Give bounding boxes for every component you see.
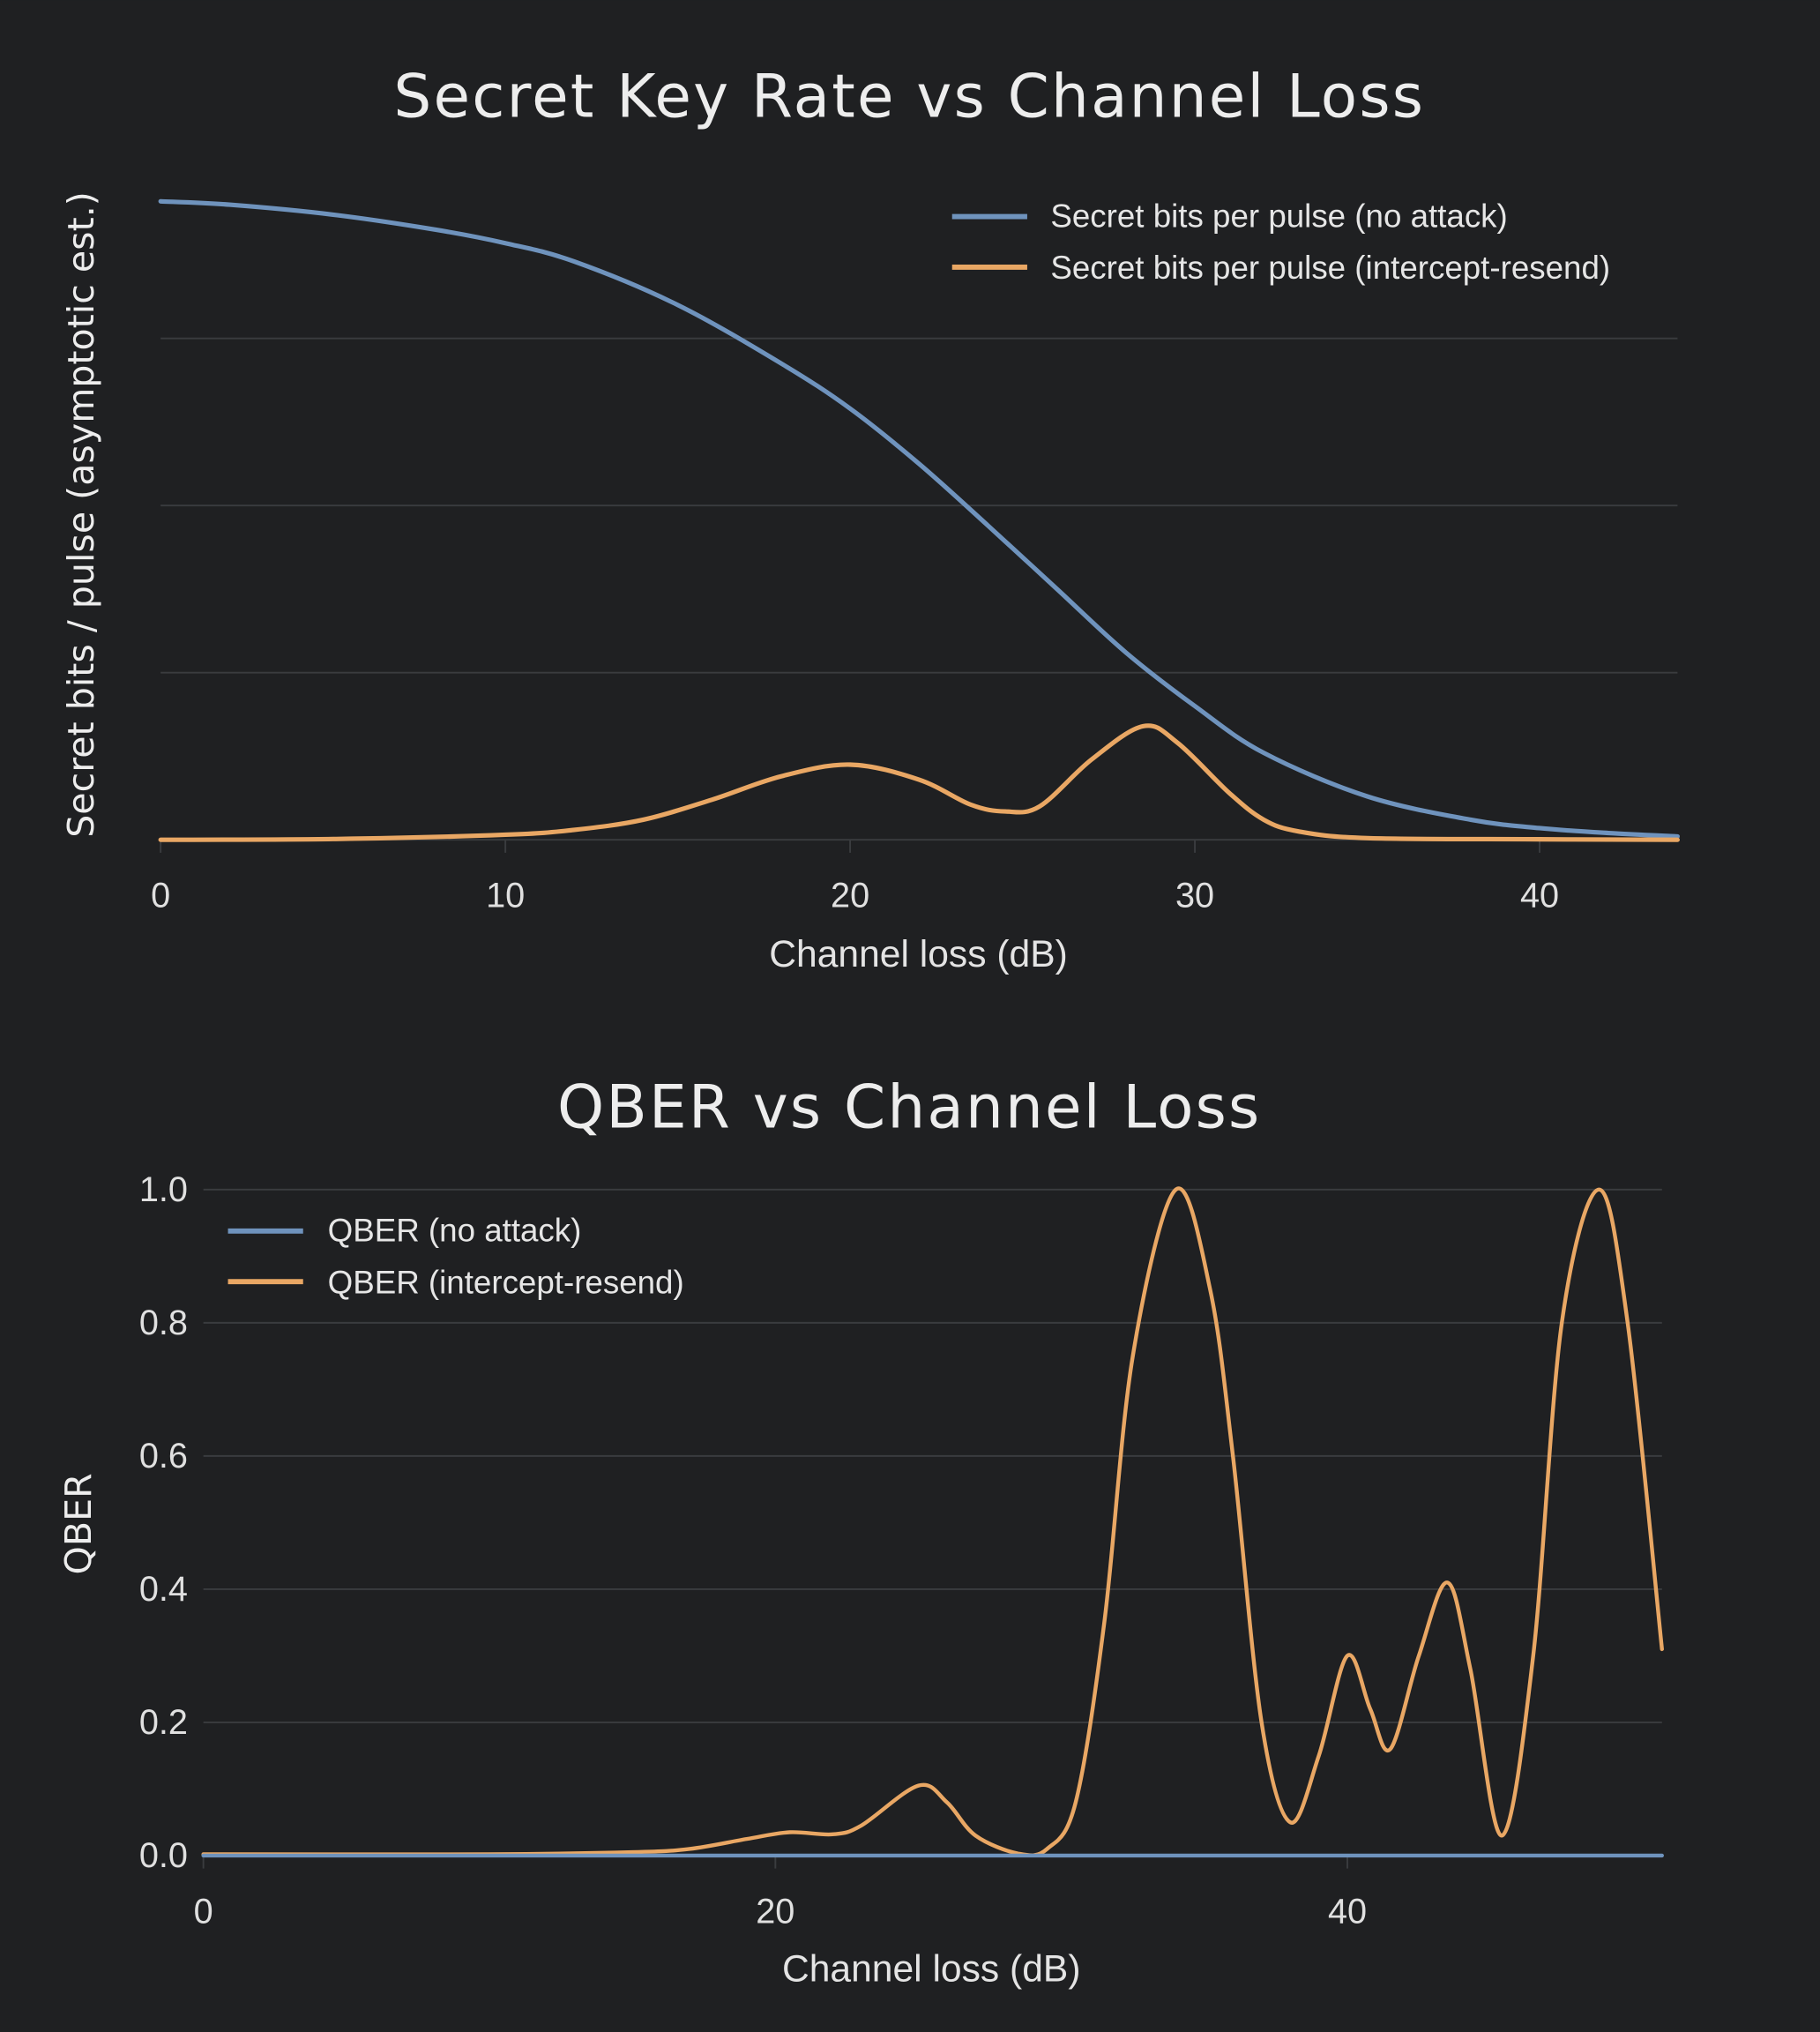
x-axis-label: Channel loss (dB) xyxy=(782,1947,1081,1990)
x-tick-label: 10 xyxy=(486,877,525,915)
secret-key-rate-chart: Secret Key Rate vs Channel Loss Secret b… xyxy=(60,61,1680,975)
series-line-intercept-resend xyxy=(158,723,1680,842)
series-line-intercept-resend xyxy=(201,1186,1664,1857)
legend-label-no-attack: QBER (no attack) xyxy=(328,1213,582,1249)
y-tick-label: 0.6 xyxy=(139,1437,188,1475)
legend-label-no-attack: Secret bits per pulse (no attack) xyxy=(1050,198,1507,234)
legend: Secret bits per pulse (no attack) Secret… xyxy=(951,198,1610,286)
x-tick-label: 40 xyxy=(1328,1892,1367,1931)
x-tick-label: 0 xyxy=(151,877,170,915)
y-tick-label: 0.0 xyxy=(139,1836,188,1875)
chart-title: QBER vs Channel Loss xyxy=(557,1072,1261,1141)
y-tick-label: 1.0 xyxy=(139,1170,188,1209)
series-line-no-attack xyxy=(158,198,1680,839)
y-axis-label: QBER xyxy=(57,1473,100,1574)
x-tick-label: 30 xyxy=(1175,877,1214,915)
y-tick-label: 0.2 xyxy=(139,1703,188,1742)
y-tick-label: 0.4 xyxy=(139,1570,188,1609)
x-axis-label: Channel loss (dB) xyxy=(769,933,1068,975)
x-tick-label: 40 xyxy=(1520,877,1559,915)
y-axis-label: Secret bits / pulse (asymptotic est.) xyxy=(60,191,102,838)
x-tick-label: 0 xyxy=(194,1892,213,1931)
legend-label-intercept-resend: Secret bits per pulse (intercept-resend) xyxy=(1050,250,1610,286)
x-tick-label: 20 xyxy=(831,877,869,915)
x-tick-label: 20 xyxy=(756,1892,794,1931)
legend-label-intercept-resend: QBER (intercept-resend) xyxy=(328,1264,684,1300)
legend: QBER (no attack) QBER (intercept-resend) xyxy=(228,1213,684,1300)
qber-chart: QBER vs Channel Loss QBER Channel loss (… xyxy=(57,1072,1664,1990)
chart-title: Secret Key Rate vs Channel Loss xyxy=(393,61,1425,131)
y-tick-label: 0.8 xyxy=(139,1304,188,1342)
